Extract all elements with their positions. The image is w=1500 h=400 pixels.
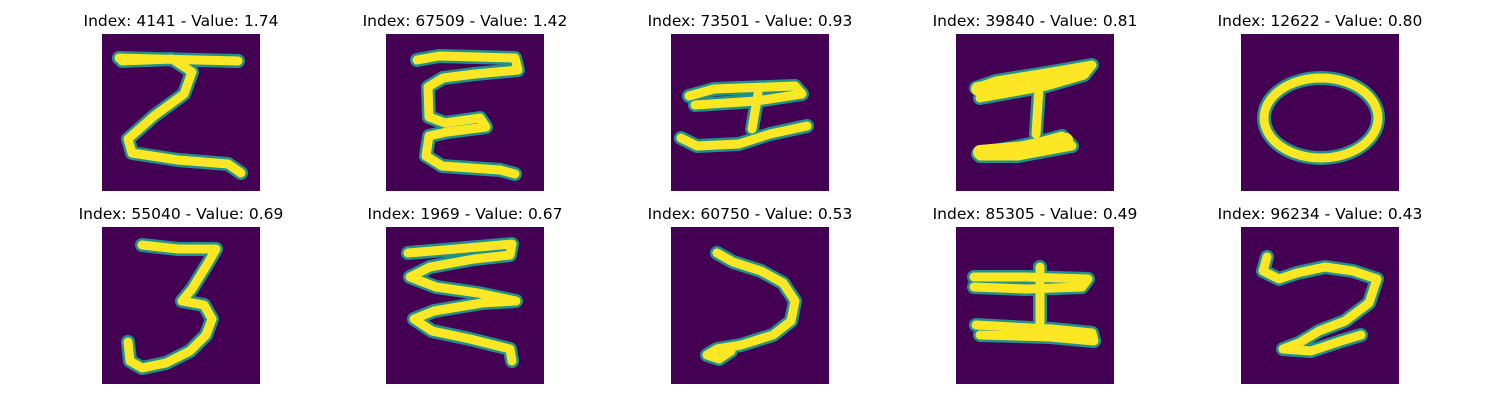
panel-title: Index: 85305 - Value: 0.49 (932, 205, 1138, 223)
three-like-letter-icon (102, 227, 260, 384)
squiggle-letter-icon (1241, 227, 1399, 384)
image-panel: Index: 55040 - Value: 0.69 (71, 205, 291, 390)
i-beam-letter-icon (956, 227, 1114, 384)
image-panel: Index: 96234 - Value: 0.43 (1210, 205, 1430, 390)
image-panel: Index: 1969 - Value: 0.67 (355, 205, 575, 390)
image-panel: Index: 73501 - Value: 0.93 (640, 12, 860, 197)
image-panel: Index: 39840 - Value: 0.81 (925, 12, 1145, 197)
panel-title: Index: 55040 - Value: 0.69 (78, 205, 284, 223)
image-panel: Index: 4141 - Value: 1.74 (71, 12, 291, 197)
panel-title: Index: 60750 - Value: 0.53 (647, 205, 853, 223)
panel-title: Index: 1969 - Value: 0.67 (367, 205, 563, 223)
e-like-letter-icon (386, 227, 544, 384)
image-panel: Index: 12622 - Value: 0.80 (1210, 12, 1430, 197)
i-beam-letter-icon (956, 34, 1114, 191)
panel-title: Index: 12622 - Value: 0.80 (1217, 12, 1423, 30)
open-curve-letter-icon (671, 227, 829, 384)
image-panel: Index: 85305 - Value: 0.49 (925, 205, 1145, 390)
panel-title: Index: 73501 - Value: 0.93 (647, 12, 853, 30)
panel-title: Index: 39840 - Value: 0.81 (932, 12, 1138, 30)
image-panel: Index: 67509 - Value: 1.42 (355, 12, 575, 197)
panel-title: Index: 4141 - Value: 1.74 (83, 12, 279, 30)
i-beam-letter-icon (671, 34, 829, 191)
e-like-letter-icon (386, 34, 544, 191)
sigma-like-letter-icon (102, 34, 260, 191)
image-panel: Index: 60750 - Value: 0.53 (640, 205, 860, 390)
panel-title: Index: 96234 - Value: 0.43 (1217, 205, 1423, 223)
o-letter-icon (1241, 34, 1399, 191)
panel-title: Index: 67509 - Value: 1.42 (362, 12, 568, 30)
